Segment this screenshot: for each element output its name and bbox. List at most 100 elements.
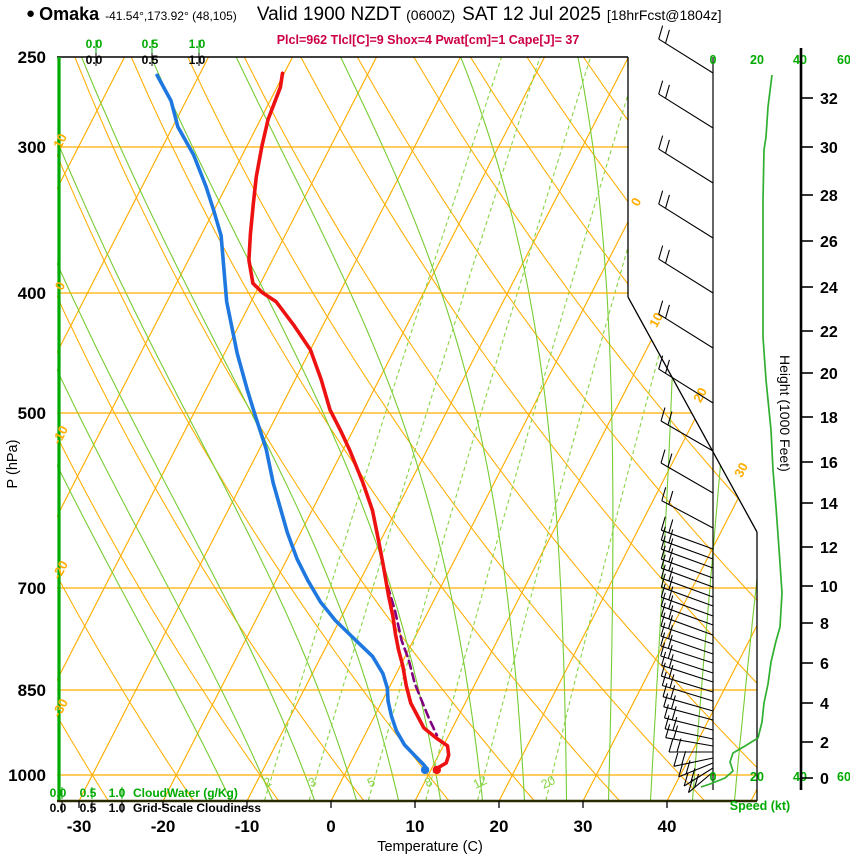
wind-barb (664, 715, 714, 740)
wind-barb (661, 487, 714, 529)
wind-barb (660, 642, 714, 674)
utc-time: (0600Z) (406, 7, 456, 23)
wind-barb-feather (658, 355, 664, 370)
dry-adiabat-line (413, 57, 757, 801)
wind-barb-shaft (661, 558, 714, 579)
height-tick-label: 20 (820, 366, 838, 383)
wind-barb (660, 516, 714, 550)
wind-barb-feather (663, 704, 669, 719)
wind-barb-feather (660, 554, 666, 569)
wind-barb-feather (694, 773, 700, 788)
pressure-tick-label: 300 (18, 138, 46, 157)
wind-barb-feather (662, 683, 668, 697)
wind-barb-feather (683, 772, 689, 787)
wind-barb-feather (658, 25, 664, 40)
wind-barb-feather (670, 685, 676, 700)
wind-barb-feather (668, 490, 674, 505)
height-tick-label: 22 (820, 324, 838, 341)
wind-barb (658, 190, 714, 239)
wind-barb-shaft (661, 577, 714, 598)
wind-barb-feather (670, 695, 676, 710)
plot-right-border-diagonal (627, 296, 758, 533)
wind-barb-shaft (661, 529, 714, 550)
dry-adiabat-label: -30 (49, 696, 71, 720)
plot-background-grid (57, 57, 757, 801)
wind-barb (678, 760, 714, 778)
wind-barb (660, 622, 714, 655)
dry-adiabat-label: -10 (49, 423, 71, 447)
temp-tick-label: -10 (235, 817, 260, 836)
dry-adiabat-line (57, 57, 109, 801)
dry-adiabat-line (300, 57, 757, 801)
moist-adiabat-line (81, 57, 400, 801)
wind-barb-feather (660, 642, 666, 657)
wind-barb (660, 554, 714, 588)
dry-adiabat-line (57, 57, 365, 801)
wind-barb-shaft (664, 717, 714, 731)
wind-barb-feather (668, 519, 674, 534)
wind-barb (663, 704, 714, 731)
wind-barb-feather (663, 693, 669, 707)
isotherm-line (78, 57, 462, 801)
wind-barb (673, 751, 714, 767)
mixing-ratio-label: 20 (539, 773, 558, 792)
station-bullet-icon: ● (26, 5, 36, 22)
wind-barb-shaft (658, 38, 714, 74)
cloudiness-scale-label: 0.5 (80, 801, 97, 815)
cloudwater-scale-label: 1.0 (109, 786, 126, 800)
wind-barb-shaft (661, 664, 714, 683)
wind-barb (660, 449, 714, 494)
wind-barb-shaft (660, 635, 714, 655)
dry-adiabat-line (243, 57, 757, 801)
isotherm-line (246, 57, 630, 801)
speed-scale-bottom-label: 20 (750, 770, 764, 784)
mixing-ratio-line (367, 57, 592, 801)
wind-barb-feather (660, 526, 666, 541)
cloudwater-scale-top-label: 0.5 (142, 37, 159, 51)
dry-adiabat-line (57, 57, 194, 801)
height-tick-label: 16 (820, 455, 838, 472)
cloudwater-scale-top-label: 1.0 (189, 37, 206, 51)
surface-dewpoint-dot (420, 765, 430, 775)
wind-barb (660, 592, 714, 626)
chart-header: ● Omaka -41.54°,173.92° (48,105) Valid 1900… (26, 4, 722, 26)
height-tick-label: 8 (820, 616, 829, 633)
dry-adiabat-line (57, 57, 450, 801)
wind-barb-shaft (658, 258, 714, 294)
moist-adiabat-line (235, 57, 484, 801)
valid-time: Valid 1900 NZDT (256, 4, 402, 25)
wind-barb (665, 724, 714, 747)
wind-barb-shaft (661, 548, 714, 569)
wind-barb-feather (658, 80, 664, 95)
wind-barb-feather (660, 516, 666, 531)
moist-adiabat-line (577, 57, 614, 801)
pressure-tick-label: 700 (18, 579, 46, 598)
moist-adiabat-line (460, 57, 568, 801)
mixing-ratio-label: 8 (422, 775, 434, 791)
wind-barb (661, 651, 714, 683)
pressure-axis-title: P (hPa) (5, 440, 21, 489)
wind-barb-feather (661, 651, 667, 666)
height-tick-label: 2 (820, 735, 829, 752)
wind-barb-feather (668, 567, 674, 582)
wind-barb-feather (681, 751, 687, 765)
cloudwater-scale-top-label: 0.0 (86, 37, 103, 51)
wind-barb-feather (661, 671, 667, 686)
height-tick-label: 0 (820, 771, 829, 788)
wind-barb-feather (664, 194, 670, 209)
wind-barb (658, 300, 714, 349)
wind-barb-shaft (688, 771, 714, 793)
wind-barb-shaft (678, 762, 714, 778)
pressure-tick-label: 400 (18, 284, 46, 303)
wind-barb-shaft (673, 757, 714, 767)
wind-barb (660, 583, 714, 617)
wind-barb-shaft (660, 462, 714, 494)
wind-barb-feather (658, 135, 664, 150)
wind-barb-shaft (658, 368, 714, 404)
wind-barb-feather (665, 724, 671, 738)
wind-barb-feather (668, 654, 674, 668)
wind-barb-feather (668, 548, 674, 563)
wind-barb-shaft (664, 728, 714, 740)
wind-barb-feather (668, 738, 674, 753)
dewpoint-curve (155, 73, 428, 770)
